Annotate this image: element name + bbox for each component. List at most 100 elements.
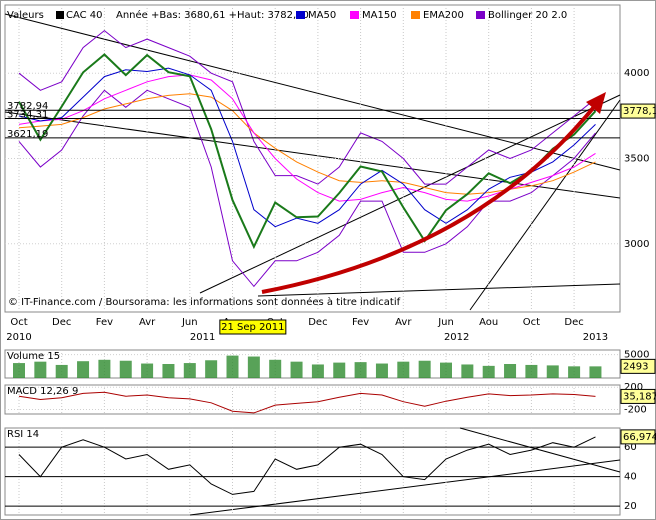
volume-bar: [77, 361, 90, 378]
x-tick-label: Aou: [479, 317, 498, 328]
y-tick-label: 5000: [624, 350, 649, 361]
volume-bar: [226, 355, 239, 378]
volume-bar: [568, 366, 581, 378]
legend-label: MA50: [308, 10, 336, 21]
volume-bar: [13, 363, 25, 378]
volume-bar: [98, 359, 111, 378]
last-value-box: [620, 103, 656, 119]
indicator-line: [18, 391, 596, 414]
level-label: 3782,94: [7, 101, 48, 112]
trend-arrow: [261, 100, 600, 294]
indicator-line: [18, 436, 596, 495]
macd-panel: [4, 384, 621, 415]
x-tick-label: Oct: [523, 317, 540, 328]
last-value-box: [620, 429, 656, 445]
volume-bar: [247, 356, 260, 378]
last-value-box: [620, 388, 656, 404]
level-label: 3734,31: [7, 110, 48, 121]
year-label: 2010: [6, 332, 31, 343]
y-tick-label: 60: [624, 442, 637, 453]
volume-bar: [162, 364, 175, 378]
volume-bar: [34, 361, 47, 378]
volume-bar: [546, 365, 559, 378]
y-tick-label: 3500: [624, 154, 649, 165]
series-line: [18, 29, 596, 185]
y-tick-label: 200: [624, 382, 643, 393]
volume-bar: [119, 360, 132, 378]
level-label: 3621,19: [7, 129, 48, 140]
y-tick-label: 4000: [624, 68, 649, 79]
series-line: [18, 53, 597, 250]
panel-title: Valeurs: [7, 10, 44, 21]
annotation: 21 Sep 2011: [221, 322, 284, 333]
x-tick-label: Jun: [437, 317, 454, 328]
instrument-swatch: [56, 11, 64, 19]
volume-bar: [269, 359, 282, 378]
x-tick-label: Avr: [139, 317, 156, 328]
year-label: 2011: [190, 332, 215, 343]
series-lower-line: [18, 89, 596, 288]
legend-label: Bollinger 20 2.0: [488, 10, 567, 21]
volume-bar: [141, 363, 154, 378]
trend-line: [257, 283, 621, 297]
legend-label: EMA200: [423, 10, 464, 21]
trend-line: [459, 427, 621, 473]
volume-bar: [183, 363, 196, 378]
legend-label: MA150: [362, 10, 397, 21]
series-line: [18, 93, 596, 195]
volume-bar: [290, 361, 303, 378]
y-tick-label: 20: [624, 501, 637, 512]
trend-line: [469, 99, 621, 311]
volume-bar: [418, 360, 431, 378]
last-value-box: [620, 358, 656, 374]
volume-bar: [354, 362, 367, 378]
legend-swatch: [476, 11, 485, 19]
annotation-box: [219, 319, 287, 335]
x-tick-label: Jun: [181, 317, 198, 328]
trend-line: [199, 94, 621, 294]
trend-lines: [4, 13, 621, 516]
panel-title: RSI 14: [7, 429, 39, 440]
last-value-label: 35,187: [623, 391, 656, 402]
header-info: Année +Bas: 3680,61 +Haut: 3782,60: [116, 9, 309, 21]
x-tick-label: Dec: [308, 317, 327, 328]
year-label: 2013: [583, 332, 608, 343]
series-line: [18, 74, 596, 202]
last-value-label: 66,974: [623, 432, 656, 443]
year-label: 2012: [444, 332, 469, 343]
x-tick-label: Dec: [52, 317, 71, 328]
volume-bar: [504, 364, 517, 378]
last-value-label: 3778,1: [623, 106, 656, 117]
legend-swatch: [296, 11, 305, 19]
volume-bar: [397, 361, 410, 378]
volume-bar: [311, 364, 324, 378]
x-tick-label: Fev: [96, 317, 113, 328]
instrument-label: CAC 40: [66, 10, 103, 21]
volume-bar: [482, 365, 495, 378]
y-tick-label: -200: [624, 405, 647, 416]
x-tick-label: Fev: [352, 317, 369, 328]
panel-title: MACD 12,26 9: [7, 386, 78, 397]
volume-bar: [440, 362, 452, 378]
trend-line: [4, 13, 621, 171]
trend-arrow-head: [586, 92, 606, 114]
volume-bar: [375, 363, 388, 378]
x-tick-label: Oct: [10, 317, 27, 328]
legend-swatch: [350, 11, 359, 19]
copyright: © IT-Finance.com / Boursorama: les infor…: [8, 296, 401, 308]
last-value-label: 2493: [623, 361, 648, 372]
volume-bar: [461, 364, 474, 378]
legend-swatch: [411, 11, 420, 19]
volume-bar: [205, 360, 218, 378]
volume-bar: [589, 366, 602, 378]
volume-bar: [525, 364, 538, 378]
x-tick-label: Avr: [395, 317, 412, 328]
y-tick-label: 3000: [624, 239, 649, 250]
series-line: [18, 67, 596, 228]
y-tick-label: 40: [624, 472, 637, 483]
x-tick-label: Dec: [564, 317, 583, 328]
volume-bar: [333, 362, 346, 378]
volume-bar: [55, 364, 68, 378]
